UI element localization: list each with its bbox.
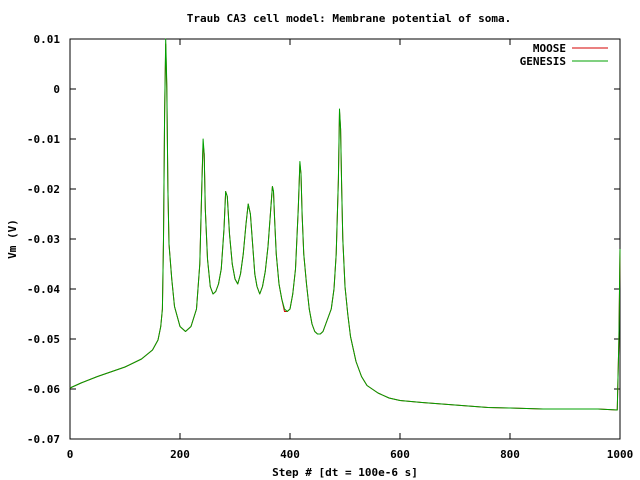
legend-label-genesis: GENESIS <box>520 55 566 68</box>
chart-title: Traub CA3 cell model: Membrane potential… <box>187 12 512 25</box>
x-tick-label: 200 <box>170 448 190 461</box>
series-layer <box>69 38 621 411</box>
y-tick-label: 0 <box>53 83 60 96</box>
x-tick-label: 1000 <box>607 448 634 461</box>
y-tick-label: -0.07 <box>27 433 60 446</box>
y-tick-label: -0.03 <box>27 233 60 246</box>
legend: MOOSE GENESIS <box>520 42 608 68</box>
y-tick-label: -0.04 <box>27 283 60 296</box>
y-axis-title: Vm (V) <box>6 219 19 259</box>
plot-frame <box>69 38 621 440</box>
y-tick-label: -0.05 <box>27 333 60 346</box>
x-tick-label: 600 <box>390 448 410 461</box>
y-tick-label: 0.01 <box>34 33 61 46</box>
y-axis-ticks: 0.01 0 -0.01 -0.02 -0.03 -0.04 -0.05 -0.06 -0.07 <box>27 33 620 446</box>
legend-label-moose: MOOSE <box>533 42 566 55</box>
x-tick-label: 800 <box>500 448 520 461</box>
plot-border <box>69 38 621 440</box>
x-tick-label: 0 <box>67 448 74 461</box>
series-line-genesis <box>69 38 621 411</box>
series-line-moose <box>69 43 621 411</box>
x-axis-ticks: 0 200 400 600 800 1000 <box>67 39 634 461</box>
y-tick-label: -0.01 <box>27 133 60 146</box>
y-tick-label: -0.06 <box>27 383 60 396</box>
x-axis-title: Step # [dt = 100e-6 s] <box>272 466 418 479</box>
y-tick-label: -0.02 <box>27 183 60 196</box>
x-tick-label: 400 <box>280 448 300 461</box>
